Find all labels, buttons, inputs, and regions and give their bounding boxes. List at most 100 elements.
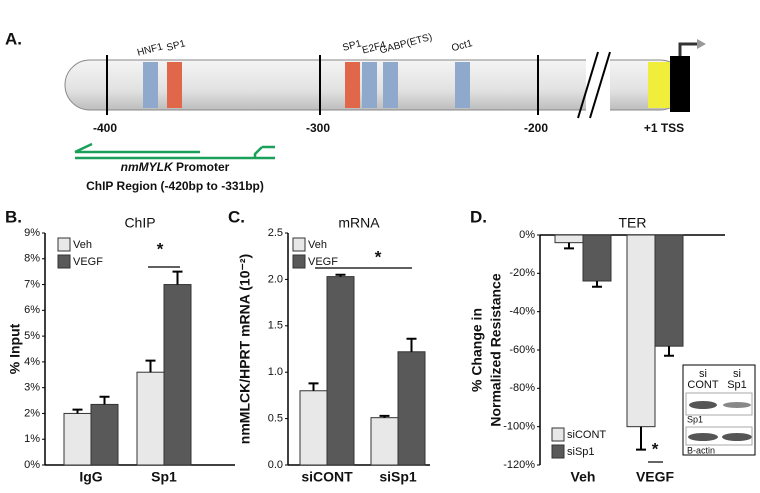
panel-label: C. — [228, 207, 245, 226]
tss-box — [670, 56, 690, 112]
blot-strip — [685, 426, 753, 446]
lane-label: Sp1 — [727, 379, 747, 391]
chart-title: TER — [619, 215, 647, 231]
error-bar — [308, 382, 319, 391]
site-label: Oct1 — [450, 38, 474, 54]
bar — [63, 412, 92, 466]
tss-box — [648, 62, 672, 108]
annotation: * — [652, 439, 659, 458]
tss-arrow — [697, 39, 706, 49]
panel-label: A. — [5, 29, 22, 48]
y-tick-label: 3% — [24, 382, 40, 394]
site-box — [167, 62, 182, 108]
y-tick-label: 0% — [24, 459, 40, 471]
y-tick-label: 5% — [24, 330, 40, 342]
y-tick-label: 9% — [24, 227, 40, 239]
bar — [370, 417, 399, 466]
blot-band — [723, 402, 751, 408]
error-bar — [406, 337, 417, 352]
blot-band — [688, 433, 718, 441]
site-box — [143, 62, 158, 108]
y-tick-label: -80% — [509, 382, 535, 394]
bar — [163, 284, 192, 466]
y-tick-label: -40% — [509, 306, 535, 318]
legend-swatch — [57, 254, 71, 269]
site-label: SP1 — [341, 38, 363, 54]
y-axis-label: % Change in — [469, 308, 485, 392]
region-title-rest: Promoter — [176, 160, 230, 174]
blot-band — [722, 433, 752, 441]
bar — [654, 234, 684, 347]
y-axis-label: nmMLCK/HPRT mRNA (10⁻²) — [237, 254, 253, 444]
position-label: -200 — [524, 121, 548, 135]
legend-label: Veh — [308, 239, 327, 251]
tss-arrow — [678, 42, 698, 56]
lane-label: si — [733, 368, 741, 380]
error-bar — [636, 426, 646, 451]
region-gene: nmMYLK — [121, 160, 174, 174]
y-tick-label: 2.5 — [268, 227, 283, 239]
y-axis-label: Normalized Resistance — [488, 273, 504, 426]
row-label: Sp1 — [687, 414, 703, 424]
y-tick-label: 7% — [24, 278, 40, 290]
blot-band — [689, 401, 717, 409]
legend-swatch — [292, 237, 306, 252]
blot-strip — [685, 392, 753, 416]
error-bar — [592, 281, 602, 288]
y-tick-label: -20% — [509, 267, 535, 279]
y-tick-label: 8% — [24, 253, 40, 265]
site-label: HNF1 — [136, 41, 164, 58]
lane-label: si — [699, 368, 707, 380]
legend-label: VEGF — [308, 256, 338, 268]
y-tick-label: -100% — [503, 421, 535, 433]
chart-title: ChIP — [124, 215, 155, 231]
chart-title: mRNA — [338, 215, 380, 231]
bar — [397, 351, 426, 466]
site-box — [362, 62, 377, 108]
legend-label: VEGF — [73, 256, 103, 268]
y-tick-label: 1.5 — [268, 320, 283, 332]
x-tick-label: siCONT — [301, 469, 353, 485]
legend-label: Veh — [73, 239, 92, 251]
site-box — [383, 62, 398, 108]
panel-label: B. — [5, 207, 22, 226]
bar — [299, 390, 328, 466]
error-bar — [564, 242, 574, 250]
break-mark — [577, 51, 599, 119]
x-tick-label: siSp1 — [379, 469, 417, 485]
row-label: B-actin — [687, 445, 715, 455]
error-bar — [99, 395, 110, 405]
error-bar — [664, 346, 674, 357]
legend-label: siCONT — [567, 429, 606, 441]
y-tick-label: 2.0 — [268, 273, 283, 285]
x-tick-label: Veh — [571, 469, 596, 485]
y-tick-label: 0.0 — [268, 459, 283, 471]
error-bar — [335, 273, 346, 277]
bar — [90, 403, 119, 466]
chip-primer — [74, 142, 275, 158]
bar — [326, 276, 355, 466]
bar — [582, 234, 612, 282]
legend-swatch — [551, 444, 565, 459]
site-box — [455, 62, 470, 108]
y-tick-label: 0% — [519, 229, 535, 241]
y-tick-label: 4% — [24, 356, 40, 368]
position-label: -300 — [306, 121, 330, 135]
y-axis-label: % Input — [7, 323, 23, 374]
y-tick-label: 2% — [24, 407, 40, 419]
y-tick-label: 1.0 — [268, 366, 283, 378]
bar — [626, 234, 656, 428]
bar — [554, 234, 584, 244]
position-label: +1 TSS — [644, 121, 684, 135]
y-tick-label: 0.5 — [268, 413, 283, 425]
annotation: * — [375, 247, 382, 266]
panel-label: D. — [470, 207, 487, 226]
site-box — [345, 62, 360, 108]
region-title: nmMYLK Promoter — [121, 160, 230, 174]
x-tick-label: Sp1 — [151, 469, 177, 485]
legend-swatch — [57, 237, 71, 252]
lane-label: CONT — [687, 379, 718, 391]
x-tick-label: VEGF — [636, 469, 675, 485]
